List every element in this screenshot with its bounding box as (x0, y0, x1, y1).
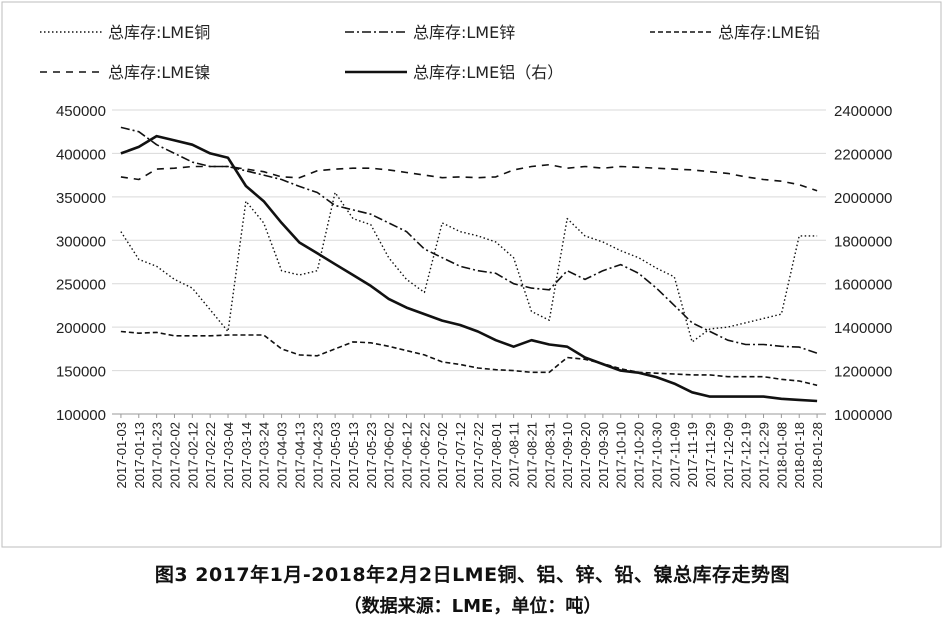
x-tick-label: 2017-10-10 (614, 422, 629, 489)
x-tick-label: 2017-03-04 (221, 422, 236, 489)
series-line-1 (120, 191, 818, 343)
figure-caption: 图3 2017年1月-2018年2月2日LME铜、铝、锌、铅、镍总库存走势图 (154, 564, 791, 586)
x-tick-label: 2017-02-02 (167, 422, 182, 489)
right-tick-label: 2200000 (834, 146, 892, 163)
x-tick-label: 2017-05-23 (364, 422, 379, 489)
x-tick-label: 2017-09-20 (578, 422, 593, 489)
series-line-2 (120, 126, 818, 354)
x-tick-label: 2017-09-10 (560, 422, 575, 489)
axes: 100000 150000 200000 250000 300000 350000 4000… (56, 103, 892, 489)
chart-svg: 100000 150000 200000 250000 300000 350000 4000… (1, 1, 942, 548)
right-tick-label: 1400000 (834, 320, 892, 337)
left-tick-label: 250000 (56, 277, 106, 294)
x-tick-label: 2017-12-29 (757, 422, 772, 489)
x-tick-label: 2017-12-09 (721, 422, 736, 489)
right-tick-label: 2400000 (834, 103, 892, 120)
x-tick-label: 2017-06-12 (400, 422, 415, 489)
right-tick-label: 1800000 (834, 233, 892, 250)
x-tick-label: 2017-07-12 (453, 422, 468, 489)
x-tick-label: 2017-11-09 (667, 422, 682, 488)
x-tick-label: 2017-04-13 (292, 422, 307, 489)
x-tick-label: 2017-06-22 (417, 422, 432, 489)
x-tick-label: 2017-07-02 (435, 422, 450, 489)
x-tick-label: 2017-01-23 (150, 422, 165, 489)
x-tick-label: 2017-05-13 (346, 422, 361, 489)
x-tick-label: 2017-08-01 (489, 422, 504, 489)
x-tick-label: 2017-08-21 (524, 422, 539, 489)
x-tick-label: 2017-04-03 (275, 422, 290, 489)
legend-label-3: 总库存:LME铅 (718, 23, 820, 42)
x-tick-label: 2017-10-20 (632, 422, 647, 489)
left-tick-label: 150000 (56, 364, 106, 381)
x-tick-label: 2017-07-22 (471, 422, 486, 489)
x-tick-label: 2017-09-30 (596, 422, 611, 489)
right-tick-label: 1200000 (834, 364, 892, 381)
x-tick-label: 2018-01-18 (792, 422, 807, 489)
x-tick-label: 2017-11-29 (703, 422, 718, 488)
legend-label-4: 总库存:LME镍 (108, 63, 210, 82)
legend-label-1: 总库存:LME铜 (108, 23, 210, 42)
x-tick-label: 2018-01-08 (774, 422, 789, 489)
x-tick-label: 2018-01-28 (810, 422, 825, 489)
left-tick-label: 350000 (56, 190, 106, 207)
data-source-note: （数据来源：LME，单位：吨） (343, 596, 602, 617)
left-tick-label: 300000 (56, 233, 106, 250)
x-tick-label: 2017-12-19 (739, 422, 754, 489)
x-tick-label: 2017-08-31 (542, 422, 557, 489)
x-tick-label: 2017-06-02 (382, 422, 397, 489)
x-tick-label: 2017-01-13 (132, 422, 147, 489)
right-tick-label: 1000000 (834, 407, 892, 424)
x-tick-label: 2017-11-19 (685, 422, 700, 488)
chart-frame (1, 1, 942, 548)
right-tick-label: 1600000 (834, 277, 892, 294)
x-tick-label: 2017-05-03 (328, 422, 343, 489)
right-tick-label: 2000000 (834, 190, 892, 207)
left-tick-label: 100000 (56, 407, 106, 424)
x-tick-label: 2017-02-22 (203, 422, 218, 489)
series-line-5 (120, 134, 818, 403)
series-lines (120, 126, 818, 403)
x-tick-label: 2017-03-14 (239, 422, 254, 489)
left-tick-label: 400000 (56, 146, 106, 163)
x-tick-label: 2017-02-12 (185, 422, 200, 489)
legend-label-2: 总库存:LME锌 (413, 23, 515, 42)
legend-label-5: 总库存:LME铝（右） (413, 63, 563, 82)
x-tick-label: 2017-01-03 (114, 422, 129, 489)
x-tick-label: 2017-03-24 (257, 422, 272, 489)
left-tick-label: 450000 (56, 103, 106, 120)
series-line-3 (120, 330, 818, 387)
series-line-4 (120, 163, 818, 192)
left-tick-label: 200000 (56, 320, 106, 337)
x-tick-label: 2017-04-23 (310, 422, 325, 489)
x-tick-label: 2017-08-11 (507, 422, 522, 488)
x-tick-label: 2017-10-30 (649, 422, 664, 489)
